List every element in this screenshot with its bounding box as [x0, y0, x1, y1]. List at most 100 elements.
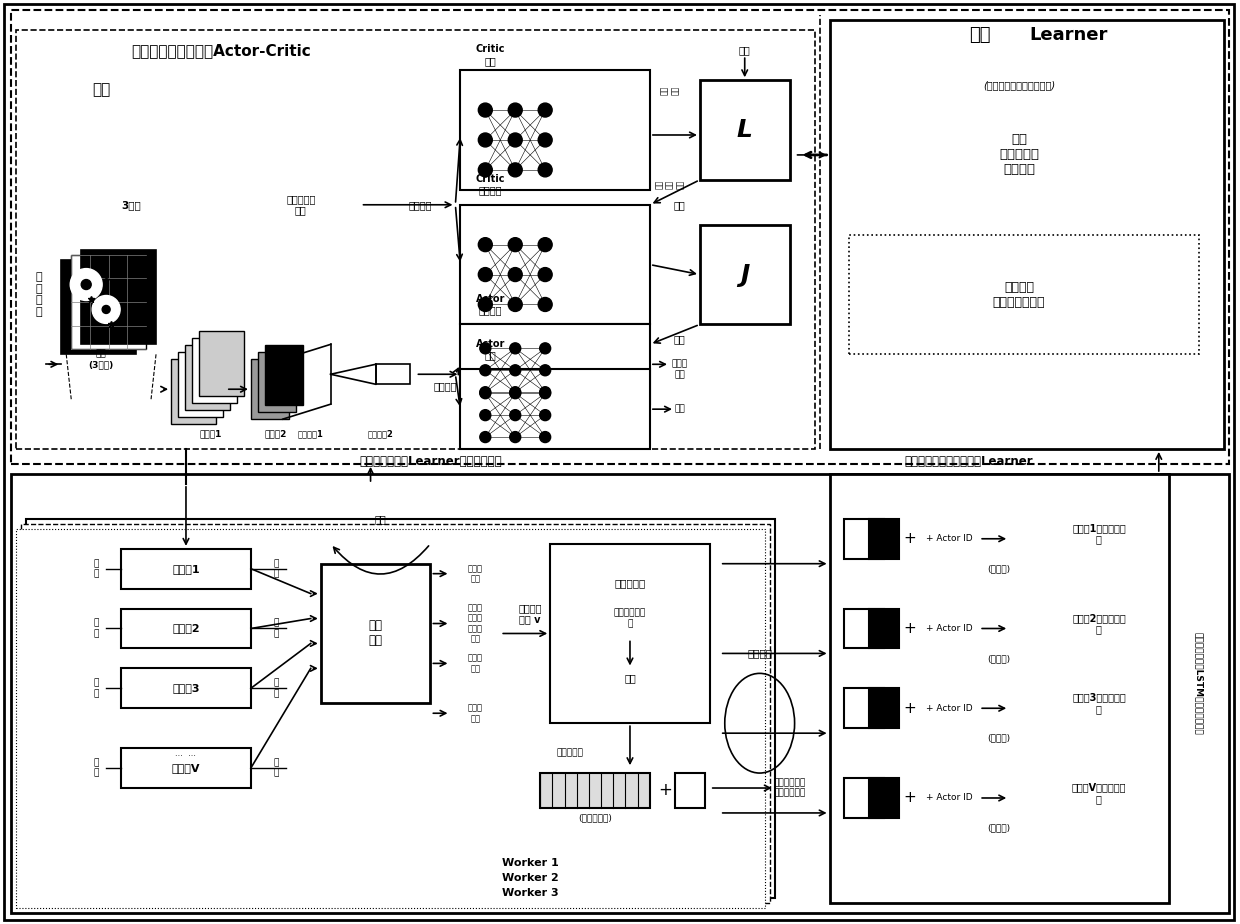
Circle shape	[538, 163, 552, 176]
Text: 从本地缓冲池
到全局缓冲池: 从本地缓冲池 到全局缓冲池	[774, 778, 806, 797]
Circle shape	[510, 409, 521, 420]
Circle shape	[538, 133, 552, 147]
Text: (本地缓冲池): (本地缓冲池)	[578, 813, 613, 822]
Text: 奖励、
状态: 奖励、 状态	[467, 653, 482, 673]
Text: + Actor ID: + Actor ID	[926, 794, 972, 802]
Circle shape	[102, 306, 110, 313]
Text: Worker 3: Worker 3	[502, 888, 558, 898]
Bar	[179, 352, 223, 417]
Text: (优先级): (优先级)	[987, 734, 1011, 743]
Text: ...  ...: ... ...	[176, 748, 196, 758]
Text: 每一个无人车从Learner复制网络参数: 每一个无人车从Learner复制网络参数	[360, 455, 502, 468]
Text: 基于空间信息建模的Actor-Critic: 基于空间信息建模的Actor-Critic	[131, 43, 311, 57]
Text: 未经处理的转
换: 未经处理的转 换	[614, 609, 646, 628]
Bar	[844, 688, 884, 728]
Text: J: J	[740, 262, 749, 286]
Text: Actor
目标网络: Actor 目标网络	[476, 294, 505, 315]
Bar	[11, 10, 1229, 464]
Text: 行
为: 行 为	[273, 759, 279, 778]
Text: (优先级): (优先级)	[987, 823, 1011, 833]
Text: 奖励、
状态、
奖励、
状态: 奖励、 状态、 奖励、 状态	[467, 603, 482, 644]
Text: 更新: 更新	[675, 334, 686, 345]
Bar	[192, 338, 237, 403]
Text: L: L	[737, 118, 753, 142]
Circle shape	[539, 343, 551, 354]
Text: 3通道: 3通道	[122, 200, 141, 210]
Text: 无人车V: 无人车V	[171, 763, 200, 773]
Bar	[460, 324, 650, 404]
Text: 无人车3的全局缓冲
池: 无人车3的全局缓冲 池	[1073, 692, 1126, 714]
Circle shape	[539, 388, 551, 398]
Text: 全连接层2: 全连接层2	[367, 430, 393, 439]
Bar	[541, 773, 650, 808]
Circle shape	[538, 103, 552, 117]
Text: 更新: 更新	[675, 200, 686, 210]
Bar	[321, 564, 430, 703]
Bar	[198, 332, 244, 396]
Bar	[849, 235, 1199, 354]
Bar	[21, 524, 770, 903]
Text: Learner: Learner	[1029, 26, 1107, 44]
Text: +: +	[658, 781, 672, 799]
Bar	[122, 549, 250, 589]
Text: 下一步
行为: 下一步 行为	[672, 359, 688, 379]
Circle shape	[510, 388, 521, 398]
Text: 行为: 行为	[675, 405, 686, 414]
Circle shape	[508, 298, 522, 311]
Bar	[11, 474, 1229, 913]
Text: +: +	[903, 621, 915, 636]
Bar	[122, 748, 250, 788]
Text: 卷积层1: 卷积层1	[200, 430, 222, 439]
Circle shape	[539, 365, 551, 376]
Circle shape	[92, 296, 120, 323]
Bar	[844, 609, 884, 649]
Circle shape	[480, 343, 491, 354]
Circle shape	[539, 432, 551, 443]
Text: 奖励、
状态: 奖励、 状态	[467, 703, 482, 723]
Text: (优先级): (优先级)	[987, 654, 1011, 663]
Text: 空间特征: 空间特征	[434, 382, 458, 391]
Bar	[122, 668, 250, 709]
Bar	[26, 519, 775, 898]
Text: Actor
网络: Actor 网络	[476, 338, 505, 360]
Text: 状
态: 状 态	[93, 559, 99, 578]
Bar	[869, 688, 899, 728]
Bar	[16, 529, 765, 907]
Bar	[830, 20, 1224, 449]
Text: 行
为: 行 为	[273, 619, 279, 638]
Text: +: +	[903, 791, 915, 806]
Bar	[258, 352, 295, 412]
Text: 无人车2的全局缓冲
池: 无人车2的全局缓冲 池	[1073, 613, 1126, 634]
Text: Worker 2: Worker 2	[502, 873, 558, 882]
Text: 行
为: 行 为	[273, 559, 279, 578]
Bar	[869, 519, 899, 559]
Text: +: +	[903, 531, 915, 546]
Text: 观
察
状
态: 观 察 状 态	[36, 272, 42, 317]
Text: + Actor ID: + Actor ID	[926, 534, 972, 543]
Bar	[844, 778, 884, 818]
Text: 排序经验与结合LSTM网络经验重用性: 排序经验与结合LSTM网络经验重用性	[1194, 632, 1203, 735]
Bar	[460, 205, 650, 324]
Text: + Actor ID: + Actor ID	[926, 624, 972, 633]
Circle shape	[81, 280, 92, 289]
Text: Critic
网络: Critic 网络	[476, 44, 505, 66]
Circle shape	[510, 432, 521, 443]
Circle shape	[508, 237, 522, 251]
Text: 方法: 方法	[92, 82, 110, 98]
Circle shape	[480, 432, 491, 443]
Circle shape	[508, 163, 522, 176]
Bar	[122, 609, 250, 649]
Text: 状
态: 状 态	[93, 619, 99, 638]
Bar	[675, 773, 704, 808]
Text: + Actor ID: + Actor ID	[926, 704, 972, 712]
Text: 本地
环境: 本地 环境	[368, 619, 383, 648]
Circle shape	[479, 237, 492, 251]
Text: 无人车3: 无人车3	[172, 684, 200, 693]
Bar	[551, 543, 709, 723]
Text: 小批量的
时序状态转移组: 小批量的 时序状态转移组	[993, 281, 1045, 309]
Text: 空间状态、
行为: 空间状态、 行为	[286, 194, 315, 215]
Circle shape	[480, 365, 491, 376]
Text: 每一个无
人车 v: 每一个无 人车 v	[518, 602, 542, 625]
Bar	[16, 30, 815, 449]
Circle shape	[538, 268, 552, 282]
